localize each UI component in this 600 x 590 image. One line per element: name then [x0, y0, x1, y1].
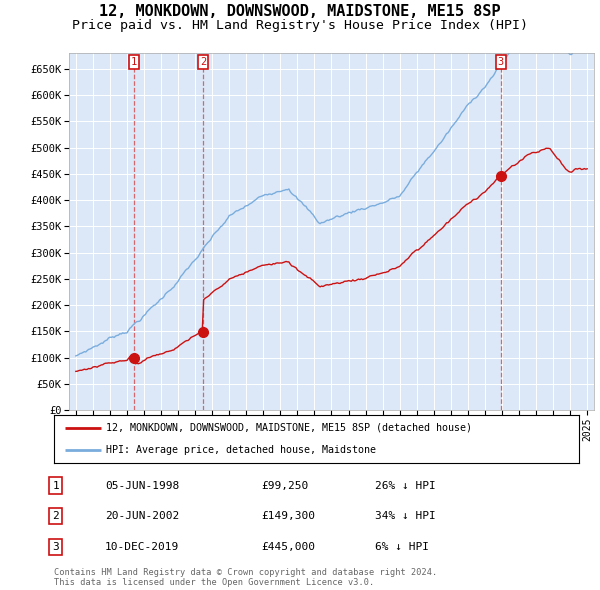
Text: 12, MONKDOWN, DOWNSWOOD, MAIDSTONE, ME15 8SP: 12, MONKDOWN, DOWNSWOOD, MAIDSTONE, ME15… — [99, 4, 501, 19]
Text: 1: 1 — [131, 57, 137, 67]
Text: 26% ↓ HPI: 26% ↓ HPI — [375, 481, 436, 490]
Text: £99,250: £99,250 — [261, 481, 308, 490]
Text: 10-DEC-2019: 10-DEC-2019 — [105, 542, 179, 552]
Text: 2: 2 — [52, 512, 59, 521]
Text: 3: 3 — [52, 542, 59, 552]
Text: £445,000: £445,000 — [261, 542, 315, 552]
Text: 20-JUN-2002: 20-JUN-2002 — [105, 512, 179, 521]
Text: 3: 3 — [497, 57, 504, 67]
Text: HPI: Average price, detached house, Maidstone: HPI: Average price, detached house, Maid… — [107, 445, 377, 455]
Text: 05-JUN-1998: 05-JUN-1998 — [105, 481, 179, 490]
Text: 2: 2 — [200, 57, 206, 67]
Text: 1: 1 — [52, 481, 59, 490]
Text: 34% ↓ HPI: 34% ↓ HPI — [375, 512, 436, 521]
Text: Contains HM Land Registry data © Crown copyright and database right 2024.
This d: Contains HM Land Registry data © Crown c… — [54, 568, 437, 587]
Text: £149,300: £149,300 — [261, 512, 315, 521]
Text: Price paid vs. HM Land Registry's House Price Index (HPI): Price paid vs. HM Land Registry's House … — [72, 19, 528, 32]
Text: 6% ↓ HPI: 6% ↓ HPI — [375, 542, 429, 552]
Text: 12, MONKDOWN, DOWNSWOOD, MAIDSTONE, ME15 8SP (detached house): 12, MONKDOWN, DOWNSWOOD, MAIDSTONE, ME15… — [107, 423, 473, 433]
